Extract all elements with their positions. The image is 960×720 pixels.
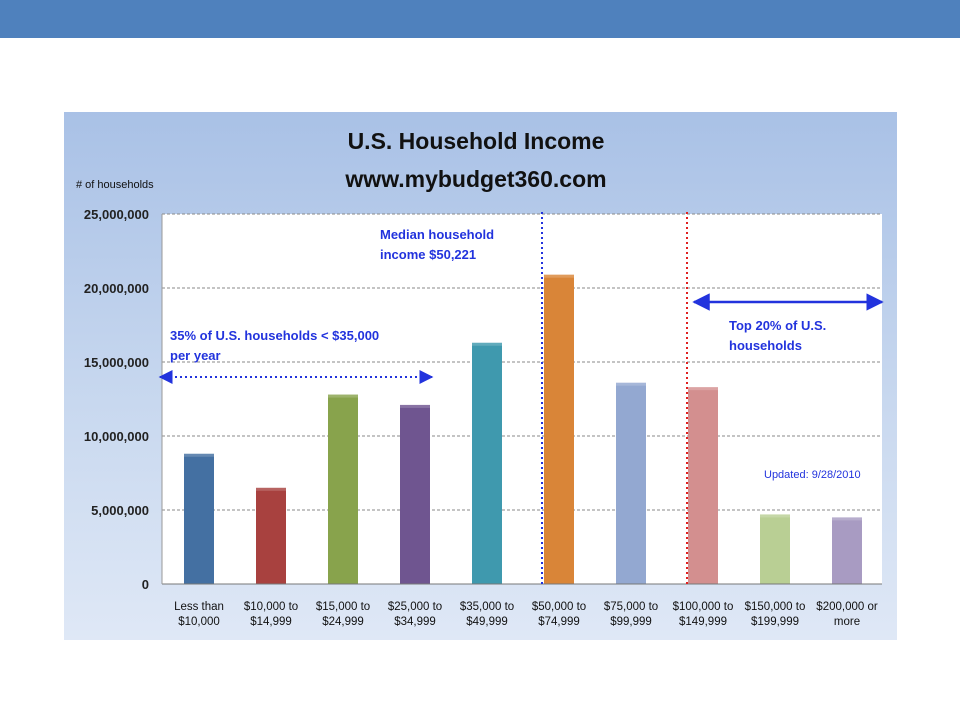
x-tick-label: $75,000 to $99,999 (604, 601, 658, 628)
x-tick-label: $50,000 to $74,999 (532, 601, 586, 628)
household-income-chart: U.S. Household Income www.mybudget360.co… (76, 128, 884, 628)
x-tick-label-line: more (834, 616, 860, 628)
x-tick-label-line: $10,000 to (244, 601, 298, 613)
header-band (0, 0, 960, 38)
bar-highlight (616, 382, 646, 386)
top-20-annotation: Top 20% of U.S. households (729, 318, 830, 353)
y-tick-label: 5,000,000 (91, 503, 149, 518)
y-tick-label: 0 (142, 577, 149, 592)
bar-highlight (472, 342, 502, 346)
x-tick-label-line: $74,999 (538, 616, 580, 628)
x-tick-label: $150,000 to $199,999 (745, 601, 806, 628)
bar-highlight (328, 394, 358, 398)
bar-highlight (256, 487, 286, 491)
x-tick-label-line: $50,000 to (532, 601, 586, 613)
y-axis-label: # of households (76, 179, 154, 191)
bar-highlight (400, 404, 430, 408)
x-tick-label: $200,000 or more (816, 601, 878, 628)
chart-frame: U.S. Household Income www.mybudget360.co… (64, 112, 897, 640)
bar (832, 517, 862, 584)
x-tick-label-line: $14,999 (250, 616, 292, 628)
bar (760, 514, 790, 584)
median-annotation-line-2: income $50,221 (380, 247, 476, 262)
top-20-annotation-line-1: Top 20% of U.S. (729, 318, 826, 333)
y-tick-label: 15,000,000 (84, 355, 149, 370)
bar-highlight (832, 517, 862, 521)
x-tick-label-line: Less than (174, 601, 224, 613)
bar (328, 394, 358, 584)
bar (184, 453, 214, 584)
x-tick-label-line: $100,000 to (673, 601, 734, 613)
lower-35-annotation-line-2: per year (170, 348, 221, 363)
bars (184, 274, 862, 584)
bar (472, 342, 502, 584)
updated-note: Updated: 9/28/2010 (764, 469, 861, 481)
x-tick-label: $100,000 to $149,999 (673, 601, 734, 628)
bar-highlight (184, 453, 214, 457)
x-tick-label: $15,000 to $24,999 (316, 601, 370, 628)
y-tick-label: 25,000,000 (84, 207, 149, 222)
x-tick-label-line: $49,999 (466, 616, 508, 628)
x-tick-label-line: $24,999 (322, 616, 364, 628)
bar (400, 404, 430, 584)
y-tick-label: 10,000,000 (84, 429, 149, 444)
bar (256, 487, 286, 584)
x-tick-label: $10,000 to $14,999 (244, 601, 298, 628)
x-tick-labels: Less than $10,000 $10,000 to $14,999 $15,000… (174, 601, 878, 628)
x-tick-label-line: $15,000 to (316, 601, 370, 613)
bar (616, 382, 646, 584)
lower-35-annotation: 35% of U.S. households < $35,000 per yea… (170, 328, 383, 363)
median-annotation: Median household income $50,221 (380, 227, 498, 262)
bar-highlight (760, 514, 790, 518)
x-tick-label-line: $149,999 (679, 616, 727, 628)
lower-35-annotation-line-1: 35% of U.S. households < $35,000 (170, 328, 379, 343)
x-tick-label-line: $150,000 to (745, 601, 806, 613)
y-tick-labels: 0 5,000,000 10,000,000 15,000,000 20,000,000… (84, 207, 149, 592)
x-tick-label-line: $199,999 (751, 616, 799, 628)
y-tick-label: 20,000,000 (84, 281, 149, 296)
x-tick-label: $35,000 to $49,999 (460, 601, 514, 628)
x-tick-label-line: $25,000 to (388, 601, 442, 613)
x-tick-label-line: $34,999 (394, 616, 436, 628)
bar-highlight (544, 274, 574, 278)
chart-subtitle: www.mybudget360.com (344, 166, 606, 192)
x-tick-label-line: $99,999 (610, 616, 652, 628)
x-tick-label-line: $10,000 (178, 616, 220, 628)
x-tick-label-line: $200,000 or (816, 601, 878, 613)
bar (688, 387, 718, 584)
bar (544, 274, 574, 584)
median-annotation-line-1: Median household (380, 227, 494, 242)
chart-title: U.S. Household Income (348, 128, 605, 154)
bar-highlight (688, 387, 718, 391)
x-tick-label-line: $35,000 to (460, 601, 514, 613)
x-tick-label: $25,000 to $34,999 (388, 601, 442, 628)
x-tick-label: Less than $10,000 (174, 601, 224, 628)
x-tick-label-line: $75,000 to (604, 601, 658, 613)
top-20-annotation-line-2: households (729, 338, 802, 353)
